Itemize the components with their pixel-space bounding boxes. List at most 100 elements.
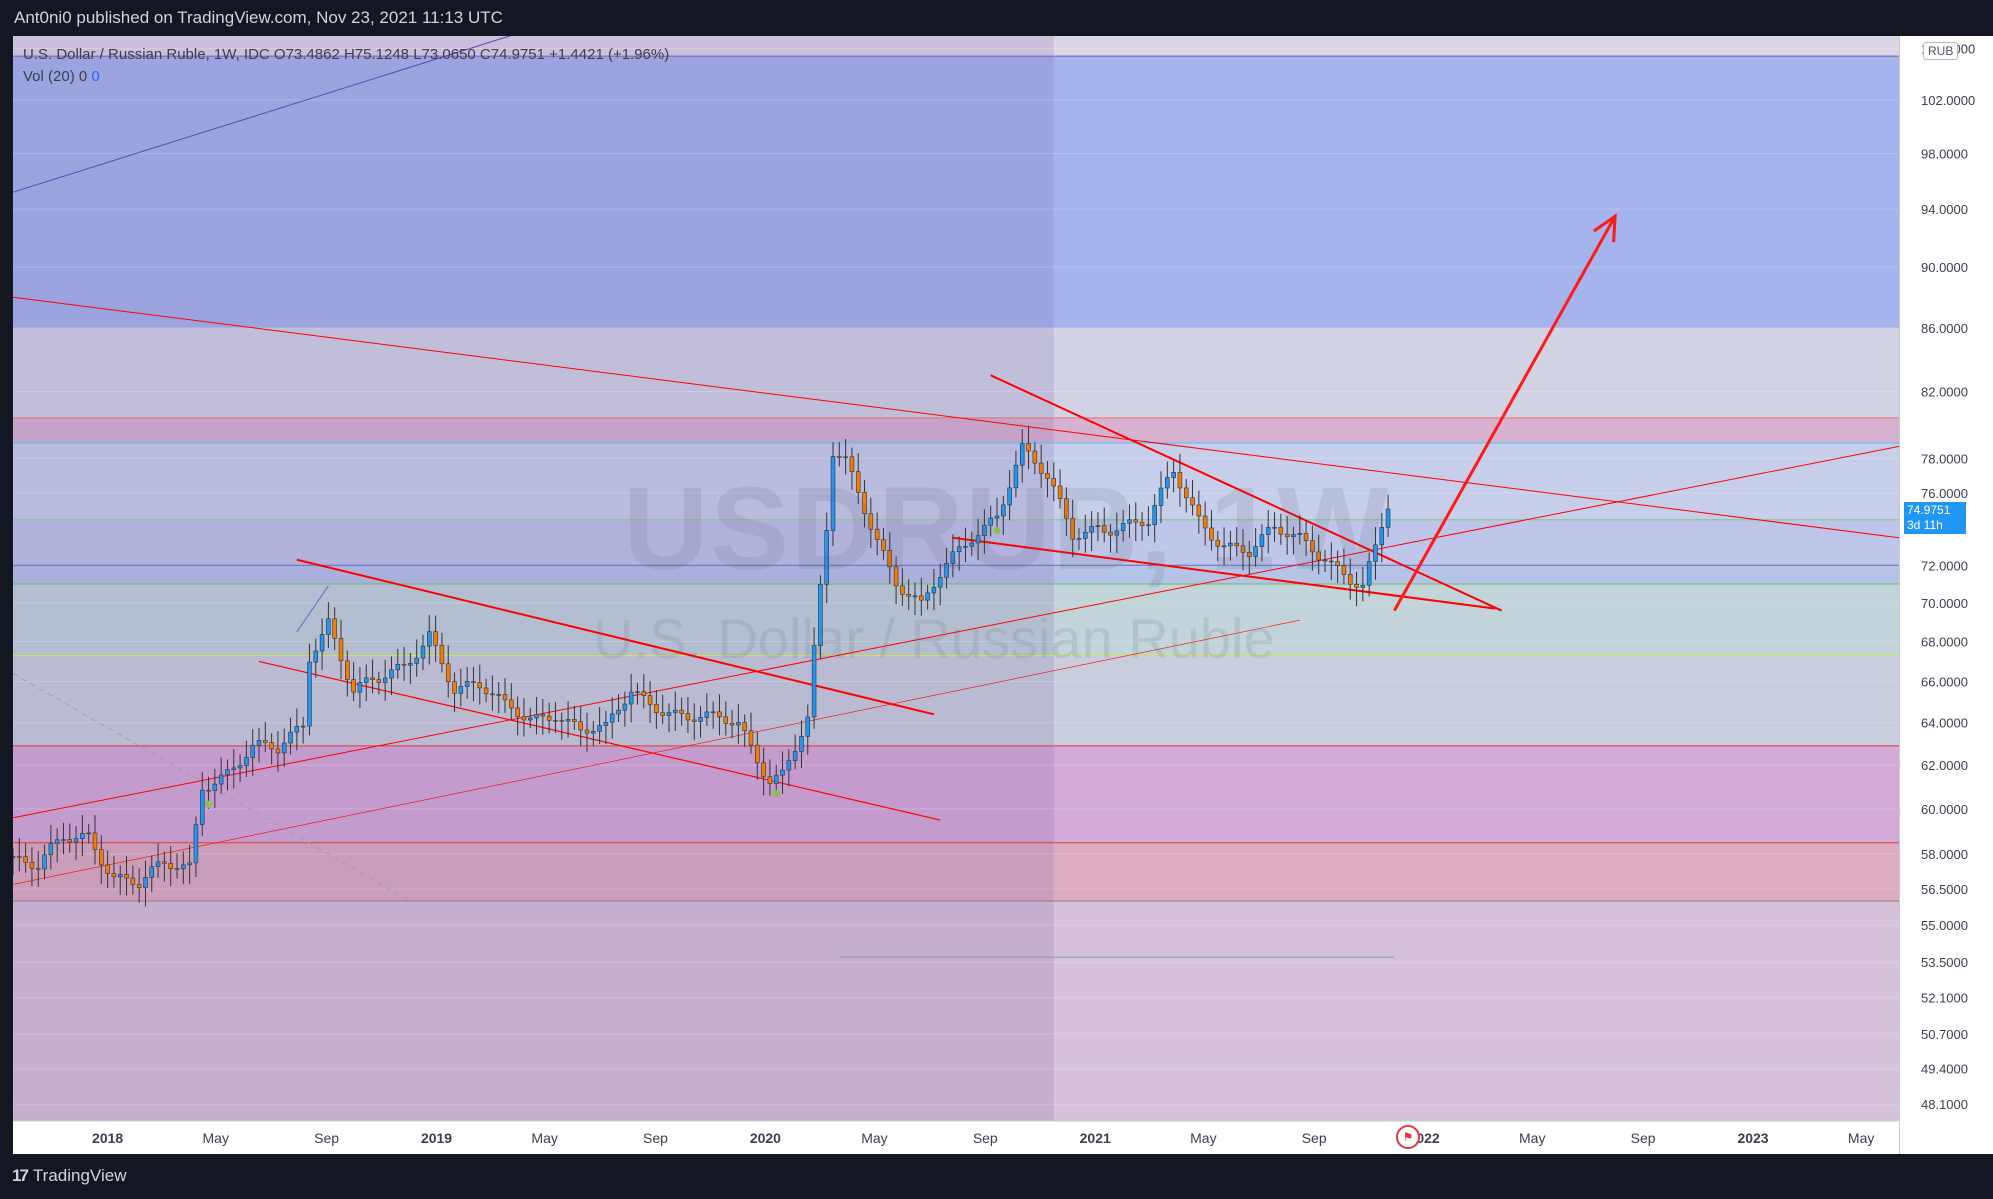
candle-body — [1379, 527, 1385, 546]
candle-body — [937, 577, 943, 588]
candle-body — [464, 681, 470, 687]
candle-body — [206, 789, 211, 792]
y-tick-label: 72.0000 — [1921, 558, 1968, 573]
currency-badge[interactable]: RUB — [1923, 42, 1959, 60]
candle-body — [1272, 526, 1277, 529]
tradingview-logo-icon: 17 — [12, 1166, 29, 1185]
candle-body — [710, 711, 716, 714]
candle-body — [1291, 534, 1296, 538]
candle-body — [256, 740, 262, 746]
projection-arrow-head — [1592, 213, 1617, 243]
candle-body — [925, 592, 930, 601]
candle-body — [773, 774, 779, 784]
candle-body — [1347, 574, 1353, 585]
candle-body — [1158, 487, 1164, 506]
candle-body — [509, 699, 514, 709]
candle-body — [363, 677, 369, 683]
signal-dot — [772, 789, 780, 797]
y-tick-label: 60.0000 — [1921, 802, 1968, 817]
candle-body — [1013, 464, 1019, 489]
price-zone — [13, 443, 1899, 520]
candle-body — [218, 774, 224, 785]
candle-body — [231, 767, 237, 771]
footer-bar: 17 TradingView — [0, 1154, 1993, 1199]
candle-body — [603, 721, 609, 726]
candle-body — [345, 660, 350, 680]
candle-body — [546, 715, 552, 721]
y-tick-label: 94.0000 — [1921, 202, 1968, 217]
chart-canvas[interactable]: 2018 May Sep 2019 May Sep 2020 May Sep 2021 May Sep… — [13, 36, 1899, 1154]
trendline — [952, 536, 1496, 610]
candle-body — [761, 762, 766, 778]
volume-legend[interactable]: Vol (20) 0 0 — [23, 66, 669, 88]
candle-body — [111, 873, 117, 878]
candle-body — [351, 679, 356, 693]
candle-body — [1007, 487, 1012, 506]
y-tick-label: 86.0000 — [1921, 321, 1968, 336]
candle-body — [1322, 559, 1328, 562]
candle-body — [1165, 477, 1170, 489]
candle-body — [540, 714, 546, 717]
candle-body — [767, 776, 773, 784]
candle-body — [1083, 531, 1088, 539]
candle-body — [641, 691, 647, 696]
us-flag-event-icon[interactable]: ⚑ — [1396, 1125, 1420, 1149]
candle-body — [168, 863, 173, 869]
signal-dot — [205, 800, 213, 808]
symbol-ohlc-line[interactable]: U.S. Dollar / Russian Ruble, 1W, IDC O73… — [23, 46, 670, 63]
candle-body — [124, 874, 129, 879]
candle-body — [395, 663, 401, 671]
y-tick-label: 62.0000 — [1921, 758, 1968, 773]
candle-body — [736, 722, 741, 726]
candle-body — [225, 769, 230, 776]
candle-body — [269, 742, 274, 750]
candle-body — [1152, 505, 1157, 526]
y-tick-label: 49.4000 — [1921, 1062, 1968, 1077]
chart-legend: U.S. Dollar / Russian Ruble, 1W, IDC O73… — [23, 44, 669, 88]
candle-body — [401, 663, 407, 666]
candle-body — [389, 669, 394, 679]
tradingview-logo[interactable]: 17 TradingView — [12, 1166, 126, 1186]
candle-body — [609, 713, 615, 723]
candle-body — [1354, 584, 1359, 588]
last-price-value: 74.9751 — [1907, 503, 1951, 518]
candle-body — [17, 856, 22, 858]
trendline — [296, 585, 329, 633]
candle-body — [54, 839, 60, 844]
price-zone — [13, 842, 1899, 902]
candle-body — [48, 843, 54, 856]
candle-body — [597, 725, 602, 732]
price-axis[interactable]: 106.0000102.000098.000094.000090.000086.… — [1899, 36, 1993, 1154]
candle-body — [843, 456, 848, 459]
y-tick-label: 56.5000 — [1921, 882, 1968, 897]
candle-body — [86, 832, 91, 835]
candle-body — [868, 513, 874, 530]
candle-body — [1026, 443, 1031, 452]
candle-body — [931, 586, 937, 594]
candle-body — [1341, 565, 1347, 575]
candle-body — [572, 719, 577, 723]
candle-body — [439, 644, 445, 665]
price-chart[interactable]: 2018 May Sep 2019 May Sep 2020 May Sep 2021 May Sep… — [13, 36, 1899, 1154]
candle-body — [294, 725, 300, 733]
candle-body — [729, 723, 735, 726]
candle-body — [559, 720, 565, 722]
candle-body — [685, 713, 691, 721]
candle-body — [357, 682, 363, 693]
x-tick-label: 2018 — [92, 1130, 123, 1146]
candle-body — [780, 769, 785, 776]
y-tick-label: 53.5000 — [1921, 955, 1968, 970]
candle-body — [483, 687, 489, 695]
candle-body — [193, 824, 199, 864]
candle-body — [99, 849, 104, 866]
candle-body — [1253, 546, 1258, 557]
candle-body — [635, 691, 640, 694]
candle-body — [1146, 524, 1151, 527]
candle-body — [307, 661, 312, 727]
candle-body — [1190, 497, 1195, 506]
candle-body — [244, 757, 249, 766]
candle-body — [830, 456, 836, 531]
price-zone — [13, 655, 1899, 746]
candle-body — [1310, 540, 1315, 553]
x-tick-label: May — [1848, 1130, 1874, 1146]
